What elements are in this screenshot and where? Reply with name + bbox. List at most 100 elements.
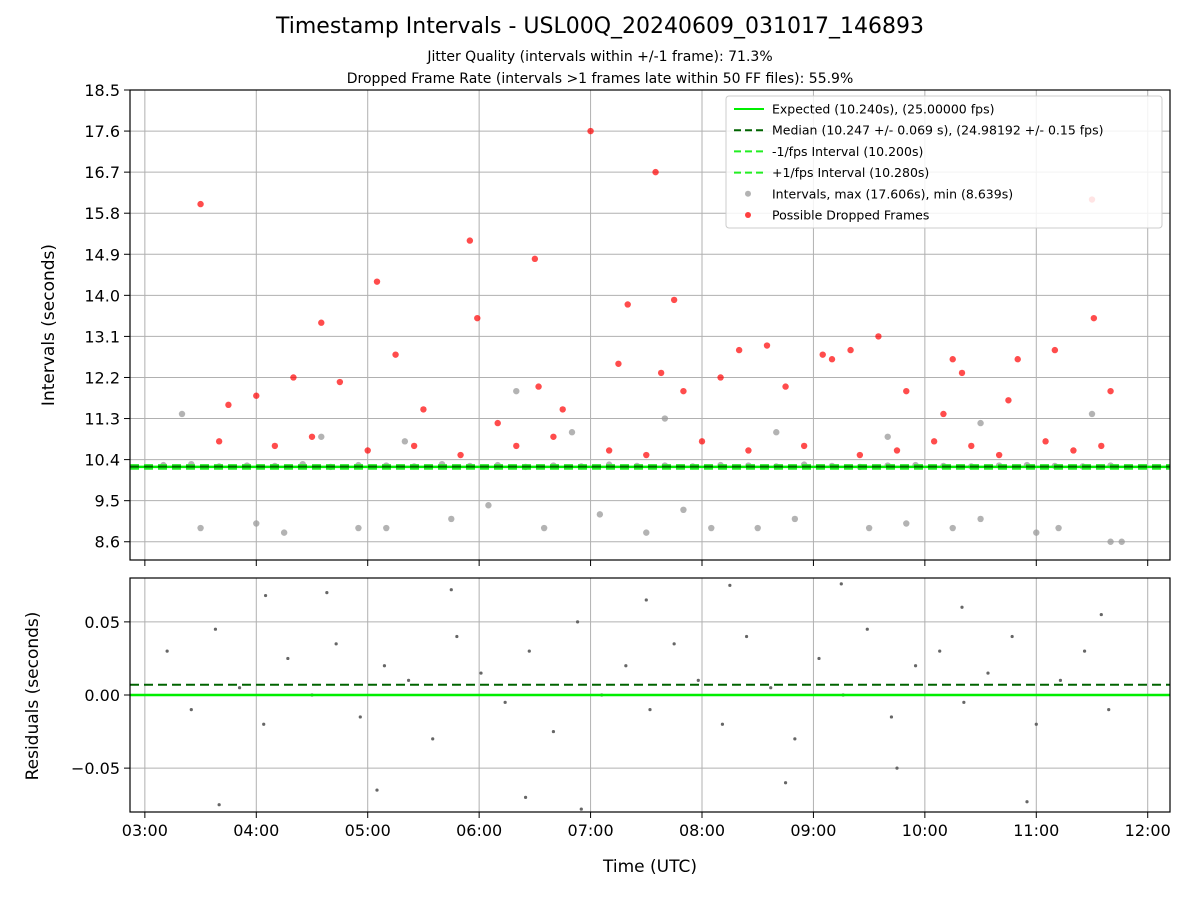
dropped-frame-rate-subtitle: Dropped Frame Rate (intervals >1 frames …	[346, 71, 854, 87]
interval-point	[754, 524, 761, 532]
residual-point	[406, 678, 411, 682]
residual-point	[551, 729, 556, 734]
interval-point	[680, 506, 687, 514]
dropped-frame-point	[1005, 397, 1012, 404]
dropped-frame-point	[457, 451, 464, 459]
residual-point	[1034, 722, 1038, 726]
dropped-frame-point	[466, 237, 474, 244]
residual-point	[644, 598, 648, 602]
legend-label: Expected (10.240s), (25.00000 fps)	[772, 102, 994, 117]
dropped-frame-point	[968, 442, 975, 450]
dropped-frame-point	[535, 383, 542, 390]
intervals-y-tick-label: 12.2	[84, 368, 120, 387]
interval-point	[448, 515, 455, 523]
interval-point	[1033, 529, 1040, 536]
intervals-y-tick-label: 17.6	[84, 122, 120, 141]
interval-point	[197, 524, 204, 532]
interval-point	[643, 529, 650, 536]
y-axis-label-intervals: Intervals (seconds)	[39, 244, 59, 406]
legend-label: -1/fps Interval (10.200s)	[772, 144, 923, 159]
residual-point	[165, 649, 169, 653]
chart-title: Timestamp Intervals - USL00Q_20240609_03…	[275, 14, 924, 39]
intervals-y-tick-label: 11.3	[84, 410, 120, 429]
x-tick-label: 07:00	[568, 821, 614, 840]
x-tick-label: 08:00	[679, 821, 725, 840]
interval-point	[884, 433, 891, 440]
residual-point	[648, 708, 652, 712]
residual-point	[217, 803, 221, 807]
residual-point	[479, 671, 483, 675]
dropped-frame-point	[420, 406, 427, 413]
residual-point	[262, 722, 266, 726]
legend-label: Possible Dropped Frames	[772, 208, 929, 223]
interval-point	[708, 524, 715, 532]
dropped-frame-point	[550, 433, 557, 440]
dropped-frame-point	[782, 383, 789, 390]
residual-point	[263, 593, 268, 598]
dropped-frame-point	[253, 392, 260, 399]
residual-point	[382, 664, 387, 668]
x-tick-label: 10:00	[902, 821, 948, 840]
residual-point	[213, 627, 218, 631]
dropped-frame-point	[698, 438, 706, 445]
residual-point	[672, 642, 676, 646]
dropped-frame-point	[680, 387, 687, 395]
residual-point	[431, 737, 435, 741]
dropped-frame-point	[624, 301, 631, 308]
residual-point	[1107, 708, 1111, 712]
dropped-frame-point	[271, 442, 279, 450]
residual-point	[793, 737, 797, 741]
dropped-frame-point	[657, 369, 665, 377]
dropped-frame-point	[559, 406, 566, 413]
dropped-frame-point	[615, 360, 622, 367]
residual-point	[1099, 612, 1103, 617]
x-tick-label: 12:00	[1125, 821, 1171, 840]
dropped-frame-point	[225, 401, 232, 409]
dropped-frame-point	[958, 369, 966, 377]
dropped-frame-point	[652, 168, 659, 176]
residual-point	[1025, 800, 1029, 804]
interval-point	[773, 429, 780, 436]
x-tick-label: 03:00	[122, 821, 168, 840]
dropped-frame-point	[410, 442, 418, 450]
dropped-frame-point	[587, 127, 594, 135]
residual-point	[913, 664, 918, 668]
residual-point	[817, 656, 821, 661]
dropped-frame-point	[1070, 447, 1077, 454]
residual-point	[1082, 649, 1087, 653]
residuals-panel: 03:00 04:00 05:00 06:00 07:00 08:00 09:00 10:00…	[71, 577, 1171, 840]
interval-point	[1107, 538, 1114, 545]
residual-point	[889, 715, 894, 719]
residual-point	[237, 686, 242, 690]
dropped-frame-point	[847, 346, 854, 354]
dropped-frame-point	[605, 447, 613, 454]
residual-point	[865, 627, 869, 631]
residual-point	[783, 781, 788, 785]
x-tick-label: 09:00	[790, 821, 836, 840]
residual-point	[624, 664, 628, 668]
x-tick-label: 11:00	[1013, 821, 1059, 840]
intervals-y-tick-label: 15.8	[84, 204, 120, 223]
dropped-frame-point	[215, 438, 223, 445]
interval-point	[596, 511, 604, 518]
dropped-frame-point	[893, 447, 901, 454]
legend-marker	[745, 190, 751, 197]
interval-point	[1088, 410, 1096, 418]
interval-point	[253, 520, 260, 527]
dropped-frame-point	[735, 346, 743, 354]
interval-point	[178, 410, 186, 418]
residual-point	[579, 807, 583, 811]
dropped-frame-point	[903, 387, 910, 395]
residual-point	[286, 656, 290, 661]
legend-box	[725, 95, 1163, 229]
legend: Expected (10.240s), (25.00000 fps) Median…	[725, 95, 1163, 229]
legend-label: +1/fps Interval (10.280s)	[772, 165, 929, 180]
interval-point	[1118, 538, 1125, 545]
residual-point	[696, 678, 700, 682]
interval-point	[1055, 524, 1062, 532]
residual-point	[938, 649, 942, 653]
residuals-plot-frame	[129, 577, 1171, 813]
interval-point	[568, 429, 576, 436]
interval-point	[949, 524, 956, 532]
